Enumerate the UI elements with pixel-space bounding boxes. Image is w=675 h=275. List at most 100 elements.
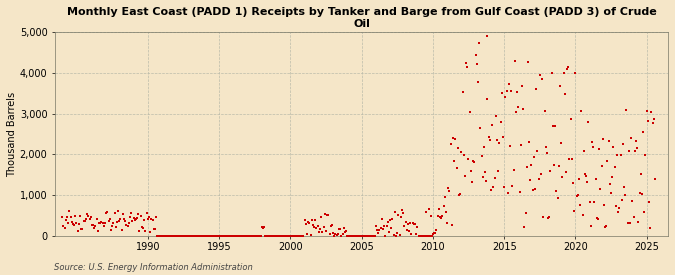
Point: [410, 222, 421, 226]
Point: [72, 229, 83, 233]
Point: [493, 168, 504, 173]
Point: [266, 234, 277, 238]
Point: [634, 191, 645, 195]
Point: [184, 234, 195, 238]
Point: [111, 220, 122, 224]
Point: [99, 224, 109, 228]
Point: [454, 193, 464, 197]
Point: [446, 223, 457, 227]
Point: [352, 233, 362, 238]
Point: [244, 233, 255, 238]
Point: [640, 153, 651, 158]
Point: [612, 153, 622, 157]
Point: [437, 213, 448, 218]
Point: [214, 233, 225, 238]
Point: [605, 191, 616, 195]
Point: [338, 231, 348, 236]
Point: [167, 233, 178, 238]
Point: [230, 233, 241, 238]
Point: [225, 233, 236, 238]
Point: [399, 224, 410, 228]
Point: [398, 211, 408, 215]
Point: [308, 223, 319, 228]
Point: [285, 234, 296, 238]
Point: [271, 234, 281, 238]
Point: [610, 164, 620, 169]
Point: [344, 233, 355, 238]
Point: [196, 234, 207, 238]
Point: [113, 208, 124, 213]
Point: [426, 213, 437, 218]
Point: [105, 228, 116, 232]
Point: [480, 170, 491, 174]
Point: [278, 234, 289, 238]
Point: [448, 136, 458, 140]
Point: [406, 232, 417, 236]
Point: [471, 62, 482, 67]
Point: [332, 232, 343, 236]
Point: [412, 225, 423, 230]
Point: [166, 234, 177, 238]
Point: [512, 90, 522, 95]
Point: [456, 150, 467, 154]
Point: [495, 120, 506, 124]
Point: [236, 233, 247, 238]
Point: [396, 215, 406, 219]
Point: [90, 224, 101, 228]
Point: [373, 231, 383, 235]
Point: [272, 234, 283, 238]
Point: [297, 233, 308, 238]
Point: [416, 234, 427, 238]
Point: [294, 234, 305, 238]
Point: [621, 108, 632, 112]
Point: [228, 234, 239, 238]
Point: [95, 221, 106, 225]
Point: [423, 207, 434, 212]
Point: [335, 227, 346, 231]
Point: [499, 185, 510, 189]
Point: [238, 234, 248, 238]
Point: [557, 174, 568, 179]
Point: [340, 229, 350, 234]
Point: [232, 234, 242, 238]
Point: [361, 233, 372, 238]
Point: [552, 195, 563, 200]
Point: [209, 233, 219, 238]
Point: [570, 71, 580, 75]
Point: [451, 166, 462, 170]
Point: [433, 206, 444, 211]
Point: [535, 73, 545, 78]
Point: [308, 225, 319, 230]
Point: [589, 200, 600, 204]
Point: [253, 233, 264, 238]
Point: [435, 214, 446, 219]
Point: [626, 136, 637, 140]
Point: [336, 233, 347, 238]
Point: [349, 233, 360, 238]
Point: [421, 209, 431, 214]
Point: [284, 233, 294, 238]
Point: [108, 221, 119, 226]
Point: [485, 188, 496, 192]
Point: [119, 217, 130, 221]
Point: [597, 137, 608, 142]
Point: [541, 151, 552, 155]
Point: [70, 214, 81, 219]
Point: [199, 233, 210, 238]
Point: [569, 208, 580, 213]
Point: [302, 219, 313, 224]
Point: [86, 223, 97, 228]
Point: [57, 215, 68, 219]
Point: [514, 190, 525, 194]
Point: [620, 193, 630, 197]
Point: [362, 233, 373, 238]
Point: [240, 233, 250, 238]
Point: [599, 203, 610, 207]
Point: [315, 227, 325, 231]
Point: [614, 206, 625, 210]
Point: [213, 234, 223, 238]
Point: [144, 230, 155, 235]
Point: [299, 218, 310, 222]
Point: [293, 234, 304, 238]
Point: [238, 234, 249, 238]
